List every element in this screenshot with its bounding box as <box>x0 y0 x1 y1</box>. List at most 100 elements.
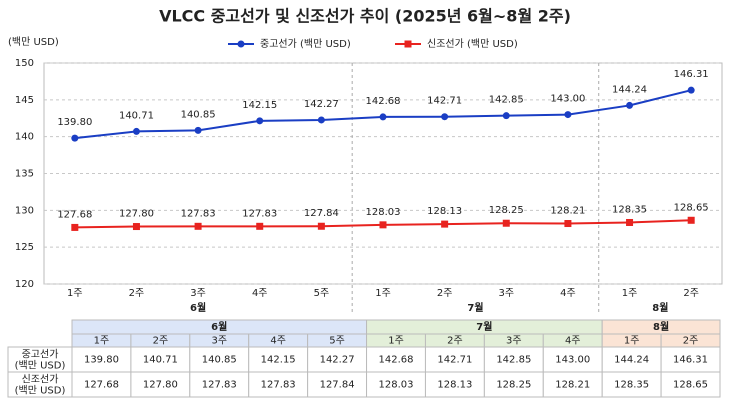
legend-marker <box>237 40 245 48</box>
table-value: 142.68 <box>379 355 414 366</box>
data-point <box>564 111 572 119</box>
x-tick-label: 4주 <box>560 288 576 299</box>
table-value: 139.80 <box>84 355 119 366</box>
table-group-label: 8월 <box>653 321 669 333</box>
table-value: 140.85 <box>202 355 237 366</box>
x-tick-label: 1주 <box>375 288 391 299</box>
table-week-label: 2주 <box>153 336 169 347</box>
data-label: 144.24 <box>612 84 647 95</box>
table-week-label: 2주 <box>683 336 699 347</box>
y-tick-label: 150 <box>15 58 34 69</box>
x-tick-label: 5주 <box>314 288 330 299</box>
data-label: 128.03 <box>366 207 401 218</box>
data-label: 143.00 <box>550 94 585 105</box>
x-group-label: 8월 <box>652 302 668 314</box>
table-week-label: 1주 <box>94 336 110 347</box>
table-value: 128.21 <box>555 380 590 391</box>
legend-label: 신조선가 (백만 USD) <box>427 38 518 50</box>
table-row-unit: (백만 USD) <box>15 360 66 372</box>
y-tick-label: 130 <box>15 205 34 216</box>
data-point <box>256 222 264 230</box>
data-point <box>317 222 325 230</box>
table-row-unit: (백만 USD) <box>15 385 66 397</box>
x-tick-label: 4주 <box>252 288 268 299</box>
data-point <box>379 113 387 121</box>
data-point <box>132 127 140 135</box>
table-cell <box>542 371 603 398</box>
table-value: 144.24 <box>614 355 649 366</box>
data-point <box>502 219 510 227</box>
table-value: 142.15 <box>261 355 296 366</box>
legend-marker <box>404 40 412 48</box>
data-point <box>502 112 510 120</box>
table-group-label: 6월 <box>211 321 227 333</box>
data-label: 127.84 <box>304 208 339 219</box>
y-tick-label: 145 <box>15 95 34 106</box>
data-label: 128.13 <box>427 206 462 217</box>
x-tick-label: 1주 <box>622 288 638 299</box>
table-value: 127.68 <box>84 380 119 391</box>
table-week-label: 1주 <box>624 336 640 347</box>
table-week-label: 4주 <box>565 336 581 347</box>
data-point <box>132 223 140 231</box>
table-week-label: 2주 <box>447 336 463 347</box>
data-label: 146.31 <box>674 69 709 80</box>
table-value: 142.85 <box>496 355 531 366</box>
data-point <box>379 221 387 229</box>
table-value: 127.83 <box>261 380 296 391</box>
x-tick-label: 3주 <box>498 288 514 299</box>
y-tick-label: 120 <box>15 279 34 290</box>
x-group-label: 7월 <box>467 302 483 314</box>
x-group-label: 6월 <box>190 302 206 314</box>
data-point <box>564 220 572 228</box>
table-row-label: 신조선가 <box>22 374 59 386</box>
data-point <box>441 220 449 228</box>
table-cell <box>189 371 250 398</box>
data-label: 142.71 <box>427 96 462 107</box>
legend-label: 중고선가 (백만 USD) <box>260 38 351 50</box>
data-label: 127.80 <box>119 209 154 220</box>
data-label: 128.35 <box>612 204 647 215</box>
y-tick-label: 125 <box>15 242 34 253</box>
chart-title: VLCC 중고선가 및 신조선가 추이 (2025년 6월~8월 2주) <box>159 7 571 26</box>
table-week-label: 1주 <box>388 336 404 347</box>
y-tick-label: 140 <box>15 132 34 143</box>
data-point <box>441 113 449 121</box>
table-value: 128.13 <box>437 380 472 391</box>
table-value: 128.25 <box>496 380 531 391</box>
table-cell <box>660 346 721 373</box>
table-cell <box>366 371 426 398</box>
table-week-label: 3주 <box>211 336 227 347</box>
data-point <box>687 216 695 224</box>
table-group-label: 7월 <box>476 321 492 333</box>
table-value: 142.27 <box>320 355 355 366</box>
table-week-label: 5주 <box>329 336 345 347</box>
table-week-label: 4주 <box>270 336 286 347</box>
table-value: 143.00 <box>555 355 590 366</box>
x-tick-label: 1주 <box>67 288 83 299</box>
data-point <box>194 222 202 230</box>
data-label: 128.65 <box>674 202 709 213</box>
data-label: 142.27 <box>304 99 339 110</box>
table-cell <box>189 346 250 373</box>
data-label: 139.80 <box>57 117 92 128</box>
x-tick-label: 2주 <box>129 288 145 299</box>
table-cell <box>248 346 309 373</box>
data-point <box>256 117 264 125</box>
table-row-label: 중고선가 <box>22 349 59 361</box>
y-axis-label: (백만 USD) <box>8 36 59 48</box>
table-cell <box>601 346 662 373</box>
data-label: 128.25 <box>489 205 524 216</box>
data-label: 127.83 <box>181 208 216 219</box>
data-point <box>687 86 695 94</box>
table-cell <box>424 346 485 373</box>
table-cell <box>307 346 368 373</box>
table-value: 140.71 <box>143 355 178 366</box>
table-value: 127.80 <box>143 380 178 391</box>
data-point <box>71 134 79 142</box>
table-value: 142.71 <box>437 355 472 366</box>
table-value: 127.84 <box>320 380 355 391</box>
table-cell <box>601 371 662 398</box>
table-row-header <box>7 371 73 398</box>
